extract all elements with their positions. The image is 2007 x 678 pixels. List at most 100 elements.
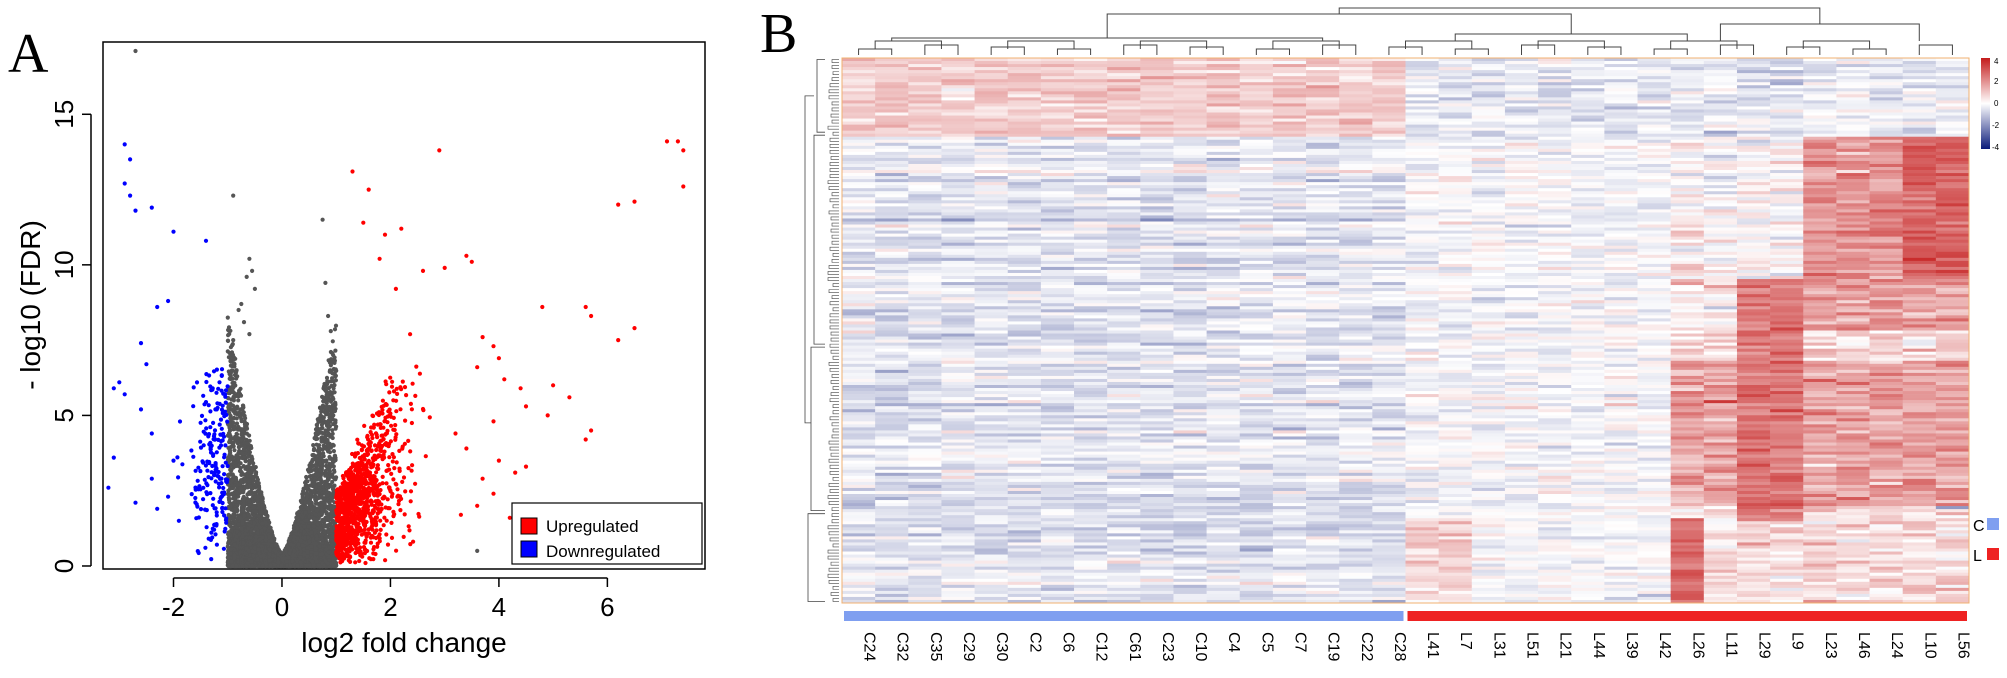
ns-point bbox=[254, 509, 259, 515]
ns-point bbox=[314, 471, 319, 476]
ns-point bbox=[305, 506, 310, 511]
ns-point bbox=[327, 450, 333, 455]
ns-point bbox=[324, 382, 330, 387]
ns-point bbox=[320, 517, 325, 523]
ns-point bbox=[323, 405, 328, 410]
ns-point bbox=[269, 528, 274, 534]
ns-point bbox=[305, 467, 311, 472]
ns-point bbox=[314, 422, 320, 427]
ns-point bbox=[310, 559, 315, 564]
ns-point bbox=[228, 328, 233, 333]
ns-point bbox=[243, 551, 248, 556]
ns-point bbox=[237, 410, 242, 415]
ns-point bbox=[246, 464, 251, 469]
ns-point bbox=[311, 489, 316, 494]
ns-point bbox=[225, 473, 231, 478]
ns-point bbox=[302, 524, 307, 529]
ns-point bbox=[313, 512, 318, 517]
ns-point bbox=[317, 468, 323, 473]
ns-point bbox=[234, 369, 239, 374]
ns-point bbox=[321, 451, 326, 456]
ns-point bbox=[333, 367, 338, 372]
panel-b-label: B bbox=[760, 3, 797, 65]
ns-point bbox=[228, 551, 233, 556]
ns-point bbox=[240, 521, 245, 526]
ns-point bbox=[332, 408, 338, 414]
ns-point bbox=[313, 546, 319, 551]
non-significant-points bbox=[225, 315, 339, 569]
ns-point bbox=[295, 525, 300, 531]
ns-point bbox=[322, 409, 327, 415]
ns-point bbox=[227, 500, 232, 505]
ns-point bbox=[242, 422, 247, 427]
ns-point bbox=[311, 463, 316, 468]
ns-point bbox=[227, 448, 233, 453]
ns-point bbox=[321, 415, 326, 421]
ns-point bbox=[304, 486, 309, 491]
ns-point bbox=[318, 405, 323, 410]
ns-point bbox=[225, 433, 230, 438]
ns-point bbox=[330, 461, 335, 466]
ns-point bbox=[324, 533, 329, 539]
ns-point bbox=[236, 445, 241, 450]
ns-point bbox=[234, 544, 239, 549]
ns-point bbox=[232, 556, 237, 561]
ns-point bbox=[251, 505, 256, 510]
ns-point bbox=[239, 437, 244, 442]
ns-point bbox=[329, 496, 334, 501]
volcano-frame bbox=[102, 41, 706, 570]
ns-point bbox=[256, 481, 261, 486]
ns-point bbox=[325, 506, 330, 511]
ns-point bbox=[325, 524, 331, 529]
ns-point bbox=[243, 416, 248, 421]
ns-point bbox=[323, 435, 328, 440]
ns-point bbox=[232, 361, 237, 366]
ns-point bbox=[306, 500, 311, 505]
ns-point bbox=[234, 376, 239, 381]
ns-point bbox=[243, 459, 248, 464]
ns-point bbox=[260, 521, 265, 526]
ns-point bbox=[304, 474, 309, 480]
ns-point bbox=[230, 343, 235, 348]
ns-point bbox=[233, 507, 238, 512]
ns-point bbox=[327, 454, 332, 460]
ns-point bbox=[231, 396, 236, 401]
ns-point bbox=[231, 474, 236, 479]
ns-point bbox=[226, 455, 231, 460]
ns-point bbox=[241, 490, 246, 495]
ns-point bbox=[318, 455, 323, 460]
ns-point bbox=[259, 528, 264, 533]
ns-point bbox=[297, 509, 302, 514]
ns-point bbox=[329, 383, 334, 388]
ns-point bbox=[236, 398, 241, 403]
ns-point bbox=[236, 464, 241, 469]
ns-point bbox=[330, 520, 335, 525]
ns-point bbox=[323, 388, 328, 393]
ns-point bbox=[249, 455, 254, 460]
ns-point bbox=[329, 360, 334, 366]
ns-point bbox=[312, 516, 317, 521]
ns-point bbox=[227, 428, 233, 433]
ns-point bbox=[319, 535, 324, 541]
ns-point bbox=[227, 539, 232, 544]
ns-point bbox=[333, 323, 339, 328]
ns-point bbox=[230, 436, 235, 441]
ns-point bbox=[300, 543, 305, 548]
ns-point bbox=[305, 479, 310, 484]
ns-point bbox=[241, 464, 246, 469]
ns-point bbox=[253, 472, 259, 477]
ns-point bbox=[234, 477, 239, 482]
ns-point bbox=[232, 448, 237, 453]
ns-point bbox=[315, 417, 320, 422]
ns-point bbox=[226, 556, 231, 561]
ns-point bbox=[331, 390, 336, 395]
ns-point bbox=[333, 418, 338, 423]
ns-point bbox=[233, 411, 238, 416]
ns-point bbox=[229, 547, 234, 552]
ns-point bbox=[247, 514, 252, 519]
ns-point bbox=[228, 359, 233, 364]
ns-point bbox=[327, 412, 332, 418]
ns-point bbox=[332, 469, 337, 474]
ns-point bbox=[332, 327, 338, 332]
